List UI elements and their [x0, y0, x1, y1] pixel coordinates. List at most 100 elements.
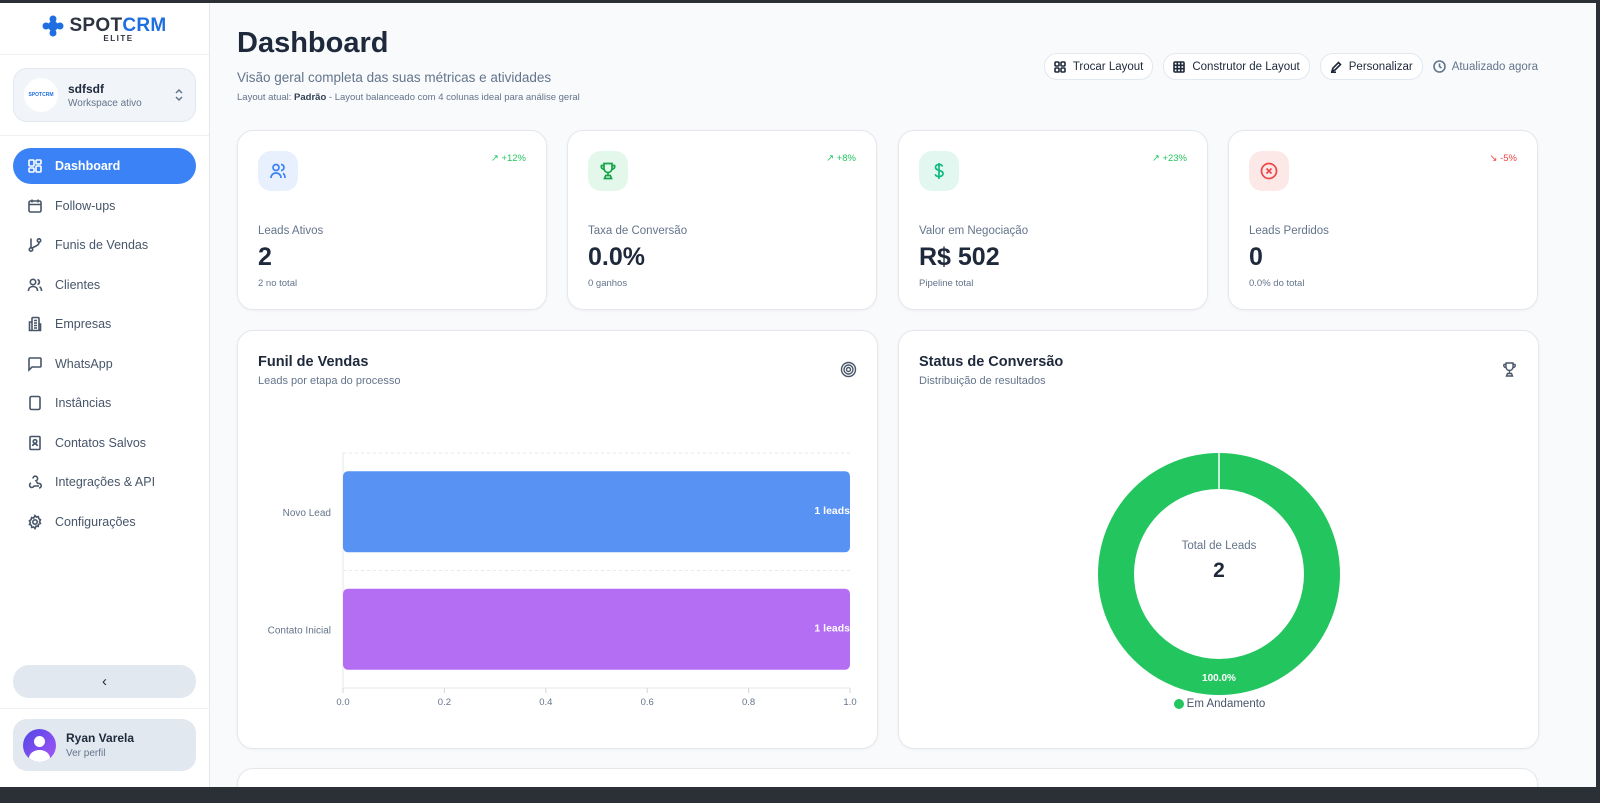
- kpi-footnote: 0 ganhos: [588, 278, 628, 289]
- customize-button[interactable]: Personalizar: [1319, 53, 1423, 80]
- bar-value-label: 1 leads: [814, 622, 850, 634]
- last-updated: Atualizado agora: [1432, 60, 1538, 73]
- kpi-footnote: 0.0% do total: [1249, 278, 1305, 289]
- layout-builder-button[interactable]: Construtor de Layout: [1163, 53, 1310, 80]
- trending-up-icon: ↗: [1151, 153, 1160, 164]
- sidebar: SPOTCRM ELITE SPOTCRM sdfsdf Workspace at…: [0, 3, 210, 787]
- collapse-sidebar-button[interactable]: ‹: [13, 665, 196, 698]
- sidebar-item-label: Integrações & API: [55, 475, 156, 489]
- layout-info: Layout atual: Padrão - Layout balanceado…: [237, 92, 580, 103]
- avatar: [23, 728, 56, 762]
- kpi-label: Valor em Negociação: [919, 225, 1029, 237]
- trend-indicator: ↗ +12%: [490, 153, 526, 164]
- sales-funnel-card: Funil de Vendas Leads por etapa do proce…: [237, 330, 878, 749]
- layout-grid-icon: [1054, 60, 1066, 73]
- kpi-icon-badge: [919, 151, 959, 191]
- app: SPOTCRM ELITE SPOTCRM sdfsdf Workspace at…: [0, 3, 1596, 787]
- sidebar-item-dashboard[interactable]: Dashboard: [13, 148, 196, 184]
- workspace-status: Workspace ativo: [68, 97, 142, 109]
- kpi-label: Taxa de Conversão: [588, 225, 688, 237]
- switch-layout-button[interactable]: Trocar Layout: [1043, 53, 1154, 80]
- legend: Em Andamento: [899, 698, 1540, 710]
- category-label: Contato Inicial: [268, 625, 331, 636]
- funnel-title: Funil de Vendas: [258, 354, 369, 370]
- legend-swatch: [1173, 699, 1184, 709]
- dollar-icon: [934, 163, 944, 179]
- kpi-card-conversion-rate: ↗ +8% Taxa de Conversão 0.0% 0 ganhos: [567, 130, 877, 310]
- page-title: Dashboard: [237, 27, 389, 59]
- logo-icon: [42, 15, 64, 36]
- sidebar-item-label: Dashboard: [55, 159, 121, 173]
- workspace-switcher[interactable]: SPOTCRM sdfsdf Workspace ativo: [13, 68, 196, 122]
- layout-builder-label: Construtor de Layout: [1192, 60, 1300, 73]
- calendar-icon: [28, 199, 42, 213]
- trophy-icon: [600, 162, 616, 180]
- trend-indicator: ↗ +23%: [1151, 153, 1187, 164]
- sidebar-item-empresas[interactable]: Empresas: [13, 306, 196, 342]
- conversion-status-card: Status de Conversão Distribuição de resu…: [898, 330, 1539, 749]
- kpi-value: 0: [1249, 243, 1263, 271]
- switch-layout-label: Trocar Layout: [1072, 60, 1144, 73]
- workspace-logo: SPOTCRM: [24, 78, 58, 112]
- sidebar-item-inst-ncias[interactable]: Instâncias: [13, 385, 196, 421]
- funnel-bar-chart: Novo Lead 1 leads Contato Inicial 1 leads 0.…: [268, 452, 857, 708]
- kpi-label: Leads Ativos: [258, 225, 324, 237]
- user-profile[interactable]: Ryan Varela Ver perfil: [13, 719, 196, 771]
- sidebar-item-label: Configurações: [55, 514, 136, 529]
- category-label: Novo Lead: [283, 508, 331, 519]
- kpi-value: R$ 502: [919, 243, 1000, 271]
- sidebar-item-follow-ups[interactable]: Follow-ups: [13, 188, 196, 224]
- brand-tag: ELITE: [103, 33, 134, 43]
- sidebar-item-label: Contatos Salvos: [55, 435, 147, 450]
- sidebar-item-integra-es-api[interactable]: Integrações & API: [13, 464, 196, 500]
- conversion-donut-chart: 100.0%: [1098, 453, 1340, 695]
- donut-center-value: 2: [1213, 559, 1225, 582]
- sidebar-item-configura-es[interactable]: Configurações: [13, 504, 196, 540]
- x-circle-icon: [1260, 162, 1278, 180]
- sidebar-item-whatsapp[interactable]: WhatsApp: [13, 346, 196, 382]
- next-section-card: [237, 768, 1538, 787]
- trending-down-icon: ↘: [1489, 153, 1498, 164]
- status-subtitle: Distribuição de resultados: [919, 375, 1046, 387]
- slice-label: 100.0%: [1202, 673, 1236, 684]
- sidebar-item-label: Clientes: [55, 277, 101, 292]
- x-tick-label: 0.8: [742, 697, 755, 708]
- gear-icon: [28, 513, 42, 530]
- sidebar-item-label: Empresas: [55, 317, 112, 331]
- sidebar-item-label: Follow-ups: [55, 198, 116, 213]
- users-icon: [27, 277, 43, 291]
- trend-indicator: ↗ +8%: [826, 153, 856, 164]
- trending-up-icon: ↗: [490, 153, 499, 164]
- x-tick-label: 0.2: [438, 697, 451, 708]
- kpi-footnote: Pipeline total: [919, 278, 974, 289]
- sidebar-item-clientes[interactable]: Clientes: [13, 267, 196, 303]
- x-tick-label: 1.0: [843, 697, 856, 708]
- user-name: Ryan Varela: [66, 731, 135, 745]
- kpi-card-negotiation-value: ↗ +23% Valor em Negociação R$ 502 Pipeli…: [898, 130, 1208, 310]
- funnel-subtitle: Leads por etapa do processo: [258, 375, 401, 387]
- bar-contato-inicial[interactable]: [343, 588, 850, 670]
- kpi-card-lost-leads: ↘ -5% Leads Perdidos 0 0.0% do total: [1228, 130, 1538, 310]
- sidebar-item-funis-de-vendas[interactable]: Funis de Vendas: [13, 227, 196, 263]
- brand-logo[interactable]: SPOTCRM ELITE: [0, 3, 209, 55]
- message-square-icon: [28, 356, 42, 372]
- sidebar-nav: Dashboard Follow-ups Funis de Vendas Client…: [0, 136, 209, 555]
- customize-label: Personalizar: [1348, 60, 1413, 73]
- sidebar-item-label: Instâncias: [55, 396, 112, 410]
- kpi-value: 2: [258, 243, 272, 271]
- kpi-value: 0.0%: [588, 243, 645, 271]
- kpi-icon-badge: [258, 151, 298, 191]
- trophy-icon[interactable]: [1501, 361, 1518, 378]
- donut-center-label: Total de Leads: [1181, 540, 1257, 552]
- bar-novo-lead[interactable]: [343, 471, 850, 553]
- target-icon[interactable]: [840, 361, 857, 378]
- building-icon: [28, 316, 42, 332]
- layout-grid-icon: [28, 159, 42, 173]
- workspace-name: sdfsdf: [68, 81, 104, 96]
- kpi-icon-badge: [1249, 151, 1289, 191]
- trending-up-icon: ↗: [826, 153, 835, 164]
- contact-book-icon: [29, 435, 41, 450]
- bar-value-label: 1 leads: [814, 505, 850, 517]
- view-profile-link[interactable]: Ver perfil: [66, 748, 106, 759]
- sidebar-item-contatos-salvos[interactable]: Contatos Salvos: [13, 425, 196, 461]
